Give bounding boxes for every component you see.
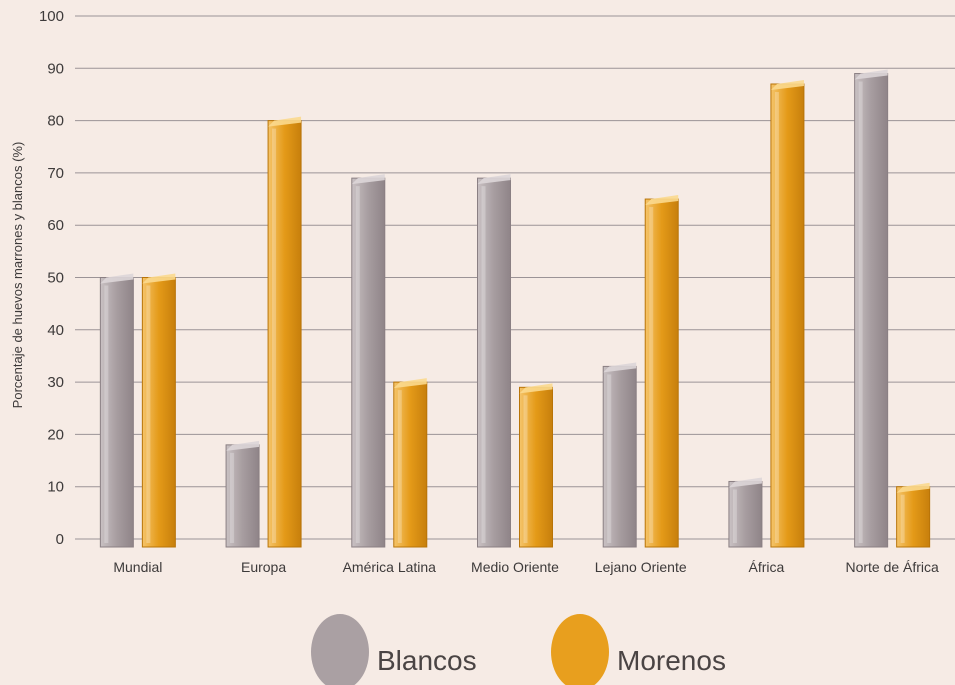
bar-highlight — [774, 91, 779, 544]
bar-blancos-3 — [477, 174, 511, 548]
bar-morenos-6 — [896, 482, 931, 548]
bar-top-bevel — [142, 273, 176, 284]
bar-blancos-6 — [854, 69, 889, 548]
y-tick-label: 100 — [39, 8, 64, 25]
gridlines — [75, 15, 955, 540]
bar-body — [225, 444, 260, 548]
bar-highlight — [858, 81, 863, 543]
legend-egg-icon — [311, 614, 369, 685]
legend: Blancos Morenos — [311, 614, 726, 685]
legend-label: Morenos — [617, 645, 726, 676]
bar-body — [267, 120, 302, 548]
y-tick-label: 10 — [47, 479, 64, 496]
bar-top-bevel — [477, 174, 511, 185]
bar-body — [770, 83, 805, 548]
bar-highlight — [607, 374, 612, 543]
x-category-label: Mundial — [113, 559, 162, 575]
bar-blancos-0 — [99, 273, 134, 548]
bar-highlight — [355, 186, 360, 543]
bar-top-bevel — [519, 383, 553, 394]
y-axis-label: Porcentaje de huevos marrones y blancos … — [10, 142, 25, 409]
bar-morenos-1 — [267, 116, 302, 548]
bar-top-bevel — [393, 378, 427, 389]
bar-body — [351, 177, 386, 548]
x-category-label: Lejano Oriente — [595, 559, 687, 575]
bar-top-bevel — [351, 174, 385, 185]
bar-blancos-2 — [351, 174, 386, 548]
bar-blancos-5 — [728, 477, 763, 548]
legend-item-blancos: Blancos — [311, 614, 477, 685]
bars — [99, 69, 931, 548]
x-category-label: Norte de África — [845, 559, 939, 575]
x-category-label: África — [749, 559, 785, 575]
y-tick-label: 20 — [47, 426, 64, 443]
bar-top-bevel — [854, 69, 888, 80]
bar-top-bevel — [603, 362, 637, 373]
x-category-label: América Latina — [343, 559, 437, 575]
x-category-label: Medio Oriente — [471, 559, 559, 575]
bar-morenos-0 — [141, 273, 176, 548]
bar-highlight — [649, 207, 654, 544]
y-tick-label: 30 — [47, 374, 64, 391]
bar-body — [644, 198, 679, 548]
bar-blancos-4 — [602, 362, 637, 548]
bar-top-bevel — [100, 273, 134, 284]
bar-top-bevel — [268, 116, 302, 127]
bar-top-bevel — [728, 477, 762, 488]
bar-highlight — [146, 285, 151, 543]
bar-top-bevel — [896, 482, 930, 493]
y-tick-label: 60 — [47, 217, 64, 234]
bar-blancos-1 — [225, 440, 260, 548]
x-axis-categories: Mundial Europa América Latina Medio Oriente… — [113, 559, 939, 575]
bar-highlight — [481, 186, 486, 543]
bar-highlight — [900, 494, 905, 543]
y-axis-ticks: 0 10 20 30 40 50 60 70 80 90 100 — [39, 8, 64, 548]
bar-highlight — [230, 452, 235, 543]
bar-morenos-3 — [519, 383, 553, 548]
bar-morenos-5 — [770, 79, 805, 548]
bar-highlight — [523, 395, 528, 543]
bar-highlight — [397, 390, 402, 543]
bar-highlight — [732, 489, 737, 543]
bar-highlight — [272, 128, 277, 543]
y-tick-label: 90 — [47, 60, 64, 77]
y-tick-label: 80 — [47, 113, 64, 130]
legend-egg-icon — [551, 614, 609, 685]
y-tick-label: 50 — [47, 270, 64, 287]
bar-body — [99, 277, 134, 548]
bar-highlight — [104, 285, 109, 543]
bar-top-bevel — [645, 195, 679, 206]
bar-top-bevel — [770, 79, 804, 90]
bar-morenos-2 — [393, 378, 428, 548]
y-tick-label: 40 — [47, 322, 64, 339]
bar-morenos-4 — [644, 195, 679, 548]
y-tick-label: 0 — [56, 531, 64, 548]
legend-label: Blancos — [377, 645, 477, 676]
bar-top-bevel — [226, 440, 260, 451]
bar-body — [393, 381, 428, 548]
x-category-label: Europa — [241, 559, 286, 575]
legend-item-morenos: Morenos — [551, 614, 726, 685]
y-tick-label: 70 — [47, 165, 64, 182]
bar-body — [854, 73, 889, 548]
